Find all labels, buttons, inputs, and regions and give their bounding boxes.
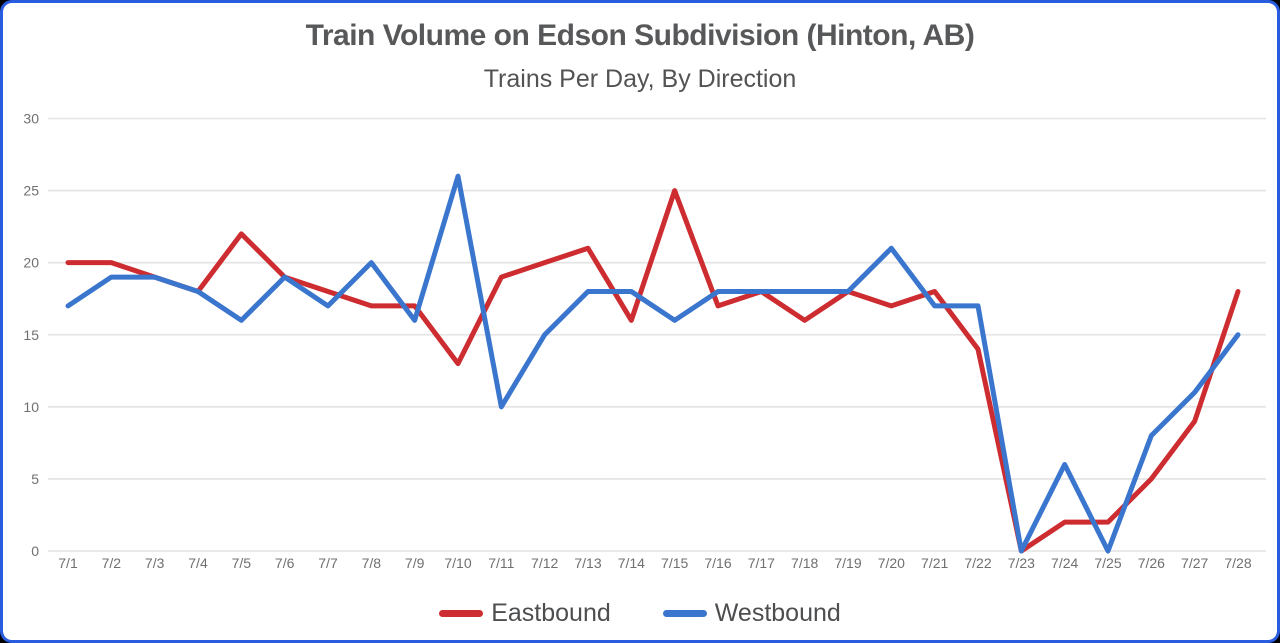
legend-dash-icon [662, 610, 707, 617]
x-tick-label: 7/10 [444, 555, 471, 571]
legend-label: Westbound [714, 599, 841, 627]
x-tick-label: 7/17 [748, 555, 775, 571]
chart-title: Train Volume on Edson Subdivision (Hinto… [305, 19, 975, 52]
chart-legend: Eastbound Westbound [3, 599, 1277, 628]
x-tick-label: 7/24 [1051, 555, 1078, 571]
x-tick-label: 7/15 [661, 555, 688, 571]
x-tick-label: 7/26 [1138, 555, 1165, 571]
x-tick-label: 7/22 [964, 555, 991, 571]
x-tick-label: 7/8 [362, 555, 382, 571]
x-tick-label: 7/18 [791, 555, 818, 571]
line-chart: 0 5 10 15 20 25 30 7/1 7/2 7/3 7/4 7/5 7/6 7/7 7/8 7/9 7… [23, 111, 1266, 571]
chart-subtitle: Trains Per Day, By Direction [483, 65, 797, 93]
x-tick-label: 7/2 [102, 555, 122, 571]
x-tick-label: 7/27 [1181, 555, 1208, 571]
x-tick-label: 7/23 [1008, 555, 1035, 571]
x-tick-label: 7/20 [878, 555, 905, 571]
series-line-westbound [65, 173, 1241, 554]
x-tick-label: 7/14 [618, 555, 645, 571]
x-tick-label: 7/12 [531, 555, 558, 571]
x-tick-label: 7/6 [275, 555, 295, 571]
y-tick-label: 20 [23, 255, 39, 271]
y-tick-label: 30 [23, 111, 39, 127]
x-tick-label: 7/1 [58, 555, 78, 571]
x-tick-label: 7/11 [488, 555, 514, 571]
y-tick-label: 10 [23, 399, 39, 415]
x-tick-label: 7/25 [1094, 555, 1121, 571]
x-tick-label: 7/21 [921, 555, 948, 571]
x-tick-label: 7/5 [232, 555, 252, 571]
x-tick-label: 7/3 [145, 555, 165, 571]
y-tick-label: 5 [31, 471, 39, 487]
x-tick-label: 7/16 [704, 555, 731, 571]
y-tick-label: 15 [23, 327, 39, 343]
x-tick-label: 7/9 [405, 555, 425, 571]
legend-dash-icon [439, 610, 484, 617]
series-line-eastbound [65, 188, 1241, 554]
x-tick-label: 7/13 [574, 555, 601, 571]
x-tick-label: 7/28 [1224, 555, 1251, 571]
legend-label: Eastbound [491, 599, 611, 627]
x-tick-label: 7/19 [834, 555, 861, 571]
legend-item-westbound[interactable]: Westbound [662, 599, 841, 628]
y-tick-label: 0 [31, 543, 39, 559]
x-tick-label: 7/7 [318, 555, 338, 571]
y-tick-label: 25 [23, 183, 39, 199]
x-tick-label: 7/4 [188, 555, 208, 571]
legend-item-eastbound[interactable]: Eastbound [439, 599, 611, 628]
